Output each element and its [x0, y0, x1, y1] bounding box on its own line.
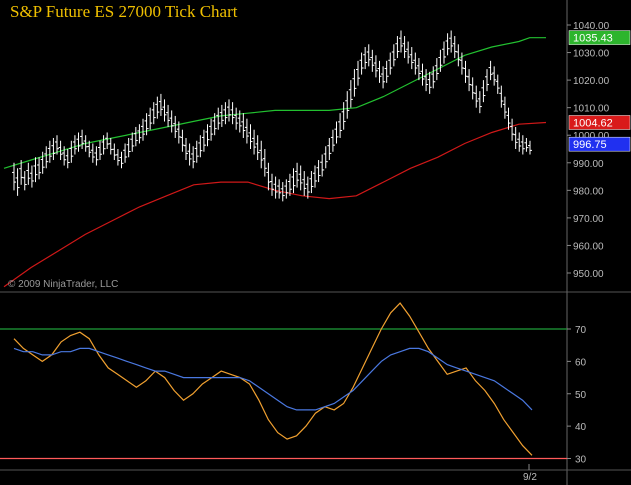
y-tick-label: 950.00	[573, 269, 604, 280]
osc-y-tick-label: 70	[575, 325, 587, 336]
y-tick-label: 970.00	[573, 214, 604, 225]
y-tick-label: 990.00	[573, 159, 604, 170]
y-tick-label: 980.00	[573, 186, 604, 197]
price-label-text: 1004.62	[573, 117, 613, 129]
osc-y-tick-label: 40	[575, 422, 587, 433]
y-tick-label: 1040.00	[573, 21, 610, 32]
y-tick-label: 1030.00	[573, 49, 610, 60]
x-tick-label: 9/2	[523, 472, 537, 483]
y-tick-label: 960.00	[573, 241, 604, 252]
price-label-box	[568, 136, 631, 152]
osc-y-tick-label: 60	[575, 357, 587, 368]
price-label-box	[568, 30, 631, 45]
red-moving-average	[3, 121, 547, 288]
y-tick-label: 1020.00	[573, 76, 610, 87]
copyright-text: © 2009 NinjaTrader, LLC	[8, 279, 119, 290]
oscillator-line-2	[13, 347, 533, 411]
osc-y-tick-label: 50	[575, 390, 587, 401]
oscillator-line-1	[13, 302, 533, 456]
green-moving-average	[3, 37, 546, 169]
y-tick-label: 1000.00	[573, 131, 610, 142]
price-label-box	[568, 115, 631, 130]
chart-title: S&P Future ES 27000 Tick Chart	[10, 2, 238, 21]
osc-y-tick-label: 30	[575, 455, 587, 466]
price-label-text: 1035.43	[573, 33, 613, 45]
price-label-text: 996.75	[573, 139, 607, 151]
y-tick-label: 1010.00	[573, 104, 610, 115]
